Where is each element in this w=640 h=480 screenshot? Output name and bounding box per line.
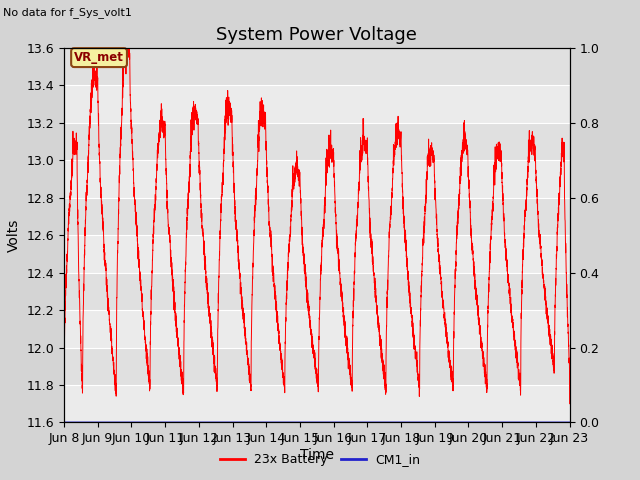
Bar [64, 273, 570, 310]
Bar [64, 198, 570, 235]
Title: System Power Voltage: System Power Voltage [216, 25, 417, 44]
Bar [64, 48, 570, 85]
X-axis label: Time: Time [300, 448, 334, 462]
Bar [64, 310, 570, 348]
Legend: 23x Battery, CM1_in: 23x Battery, CM1_in [214, 448, 426, 471]
Bar [64, 385, 570, 422]
Y-axis label: Volts: Volts [7, 218, 21, 252]
Bar [64, 160, 570, 198]
Bar [64, 85, 570, 123]
Text: No data for f_Sys_volt1: No data for f_Sys_volt1 [3, 7, 132, 18]
Bar [64, 123, 570, 160]
Bar [64, 235, 570, 273]
Bar [64, 348, 570, 385]
Text: VR_met: VR_met [74, 51, 124, 64]
